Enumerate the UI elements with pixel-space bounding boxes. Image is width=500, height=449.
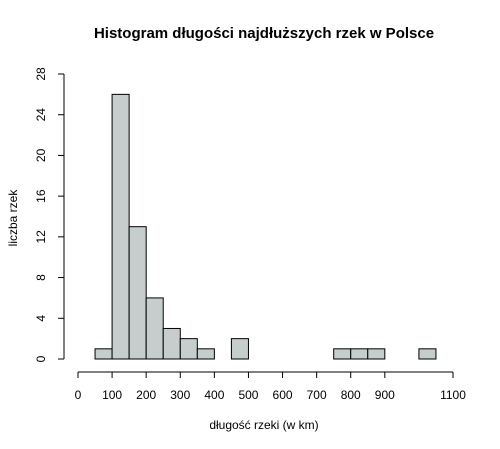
x-tick-label: 100 [102, 388, 122, 402]
histogram-bar [230, 338, 249, 360]
x-tick-label: 600 [273, 388, 293, 402]
histogram-bar [350, 348, 369, 360]
x-axis: 0 100 200 300 400 500 600 700 800 900 1100 [75, 371, 466, 402]
y-axis-label: liczba rzek [6, 189, 20, 247]
y-tick-label: 12 [34, 230, 48, 244]
x-tick-label: 900 [375, 388, 395, 402]
bars-group [94, 93, 437, 360]
histogram-bar [179, 338, 198, 360]
y-tick-label: 24 [34, 108, 48, 122]
chart-title: Histogram długości najdłuższych rzek w P… [94, 25, 434, 42]
x-axis-label: długość rzeki (w km) [209, 418, 318, 432]
histogram-bar [367, 348, 386, 360]
x-tick-label: 200 [136, 388, 156, 402]
x-tick-label: 400 [204, 388, 224, 402]
y-tick-label: 16 [34, 189, 48, 203]
histogram-bar [145, 297, 164, 360]
histogram-bar [162, 327, 181, 360]
x-tick-label: 1100 [440, 388, 466, 402]
x-tick-label: 0 [75, 388, 82, 402]
y-tick-label: 4 [34, 315, 48, 322]
x-tick-label: 300 [170, 388, 190, 402]
y-tick-label: 8 [34, 274, 48, 281]
y-axis: 0 4 8 12 16 20 24 28 [34, 67, 65, 362]
histogram-bar [94, 348, 113, 360]
x-tick-label: 700 [307, 388, 327, 402]
x-tick-label: 800 [341, 388, 361, 402]
histogram-bar [128, 226, 147, 360]
histogram-bar [418, 348, 437, 360]
y-tick-label: 20 [34, 148, 48, 162]
histogram-bar [196, 348, 215, 360]
histogram-bar [111, 93, 130, 360]
y-tick-label: 0 [34, 355, 48, 362]
y-tick-label: 28 [34, 67, 48, 81]
histogram-bar [333, 348, 352, 360]
x-tick-label: 500 [238, 388, 258, 402]
